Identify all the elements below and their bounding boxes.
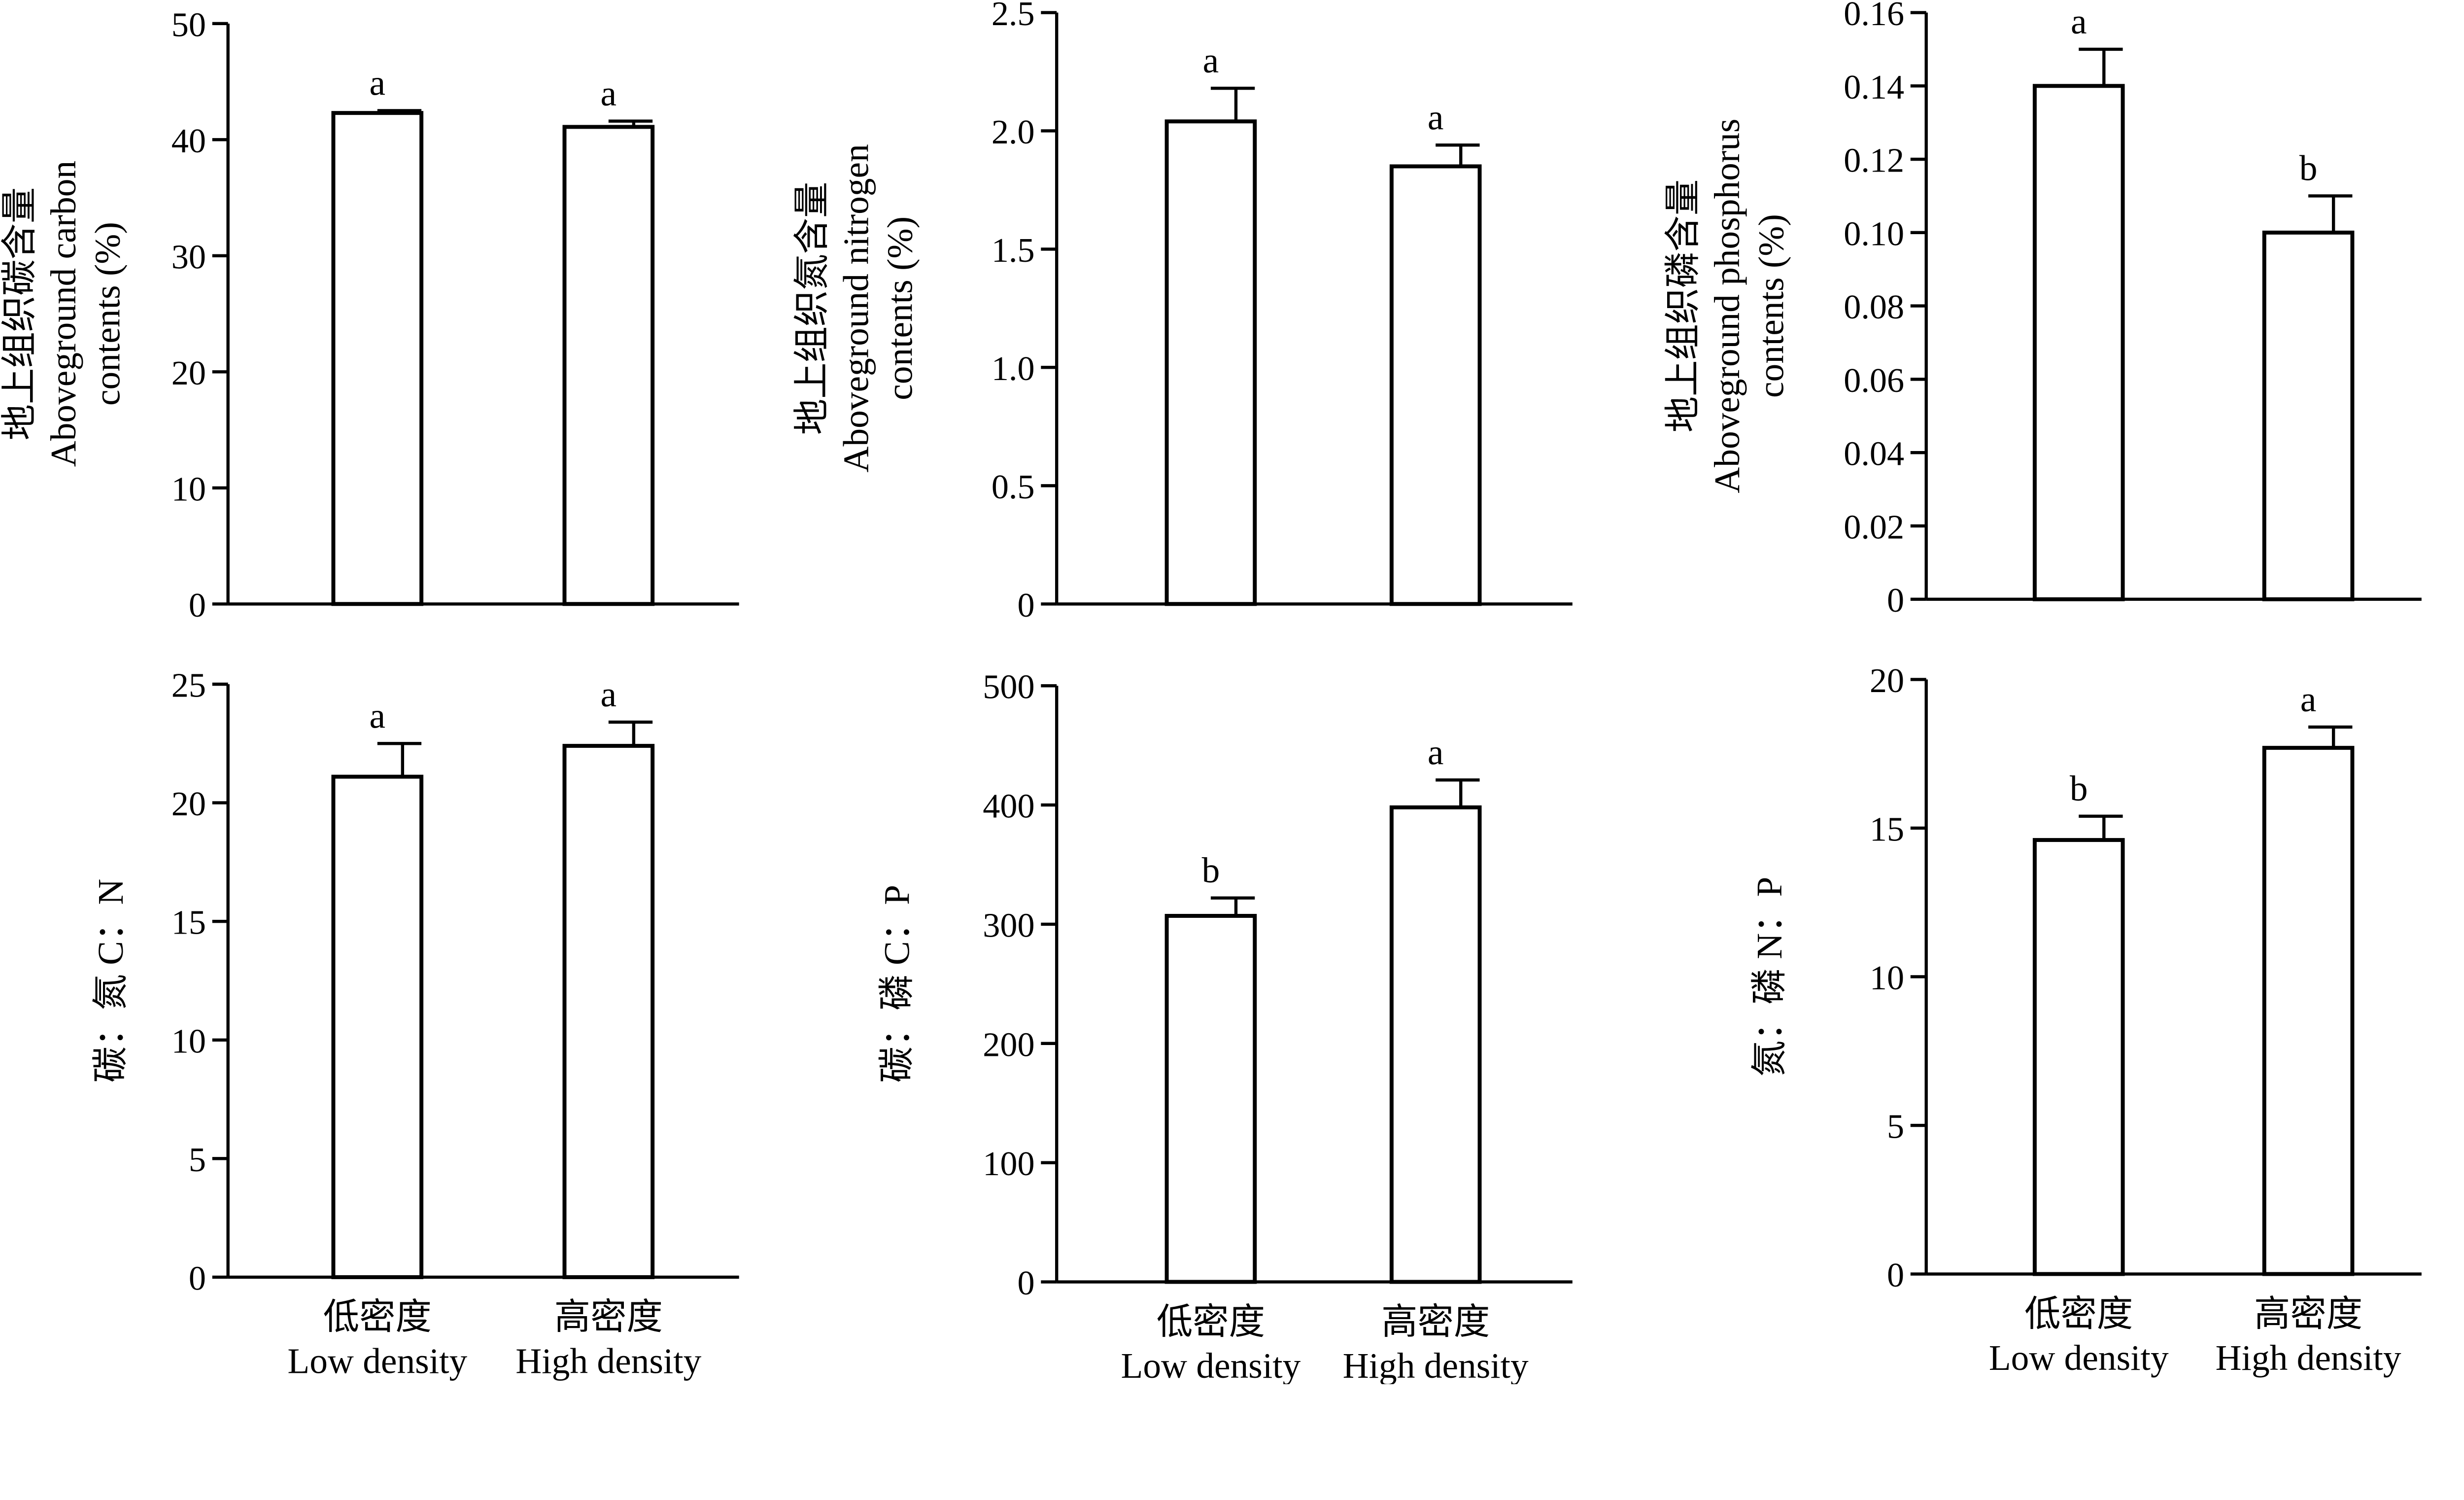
bar	[562, 125, 655, 606]
y-tick-label: 0.12	[1844, 141, 1904, 180]
y-axis-label: 地上组织氮含量	[792, 182, 832, 435]
x-tick-label-cn: 高密度	[1381, 1302, 1490, 1342]
y-axis-label: 碳：磷 C：P	[877, 885, 917, 1083]
x-tick-label-en: High density	[515, 1341, 701, 1381]
significance-letter: a	[1428, 732, 1444, 772]
y-axis-label: 地上组织碳含量	[0, 187, 39, 441]
y-tick-label: 2.0	[992, 113, 1035, 151]
y-tick-label: 0.16	[1844, 0, 1904, 33]
y-tick-label: 40	[171, 122, 206, 160]
y-axis-label: Aboveground nitrogen	[836, 144, 876, 472]
y-tick-label: 0.08	[1844, 288, 1904, 326]
y-axis-label: contents (%)	[88, 222, 128, 406]
bar	[331, 774, 424, 1279]
y-tick-label: 10	[171, 1022, 206, 1060]
significance-letter: a	[370, 696, 386, 735]
bar	[2262, 746, 2355, 1276]
bar	[2262, 230, 2355, 601]
x-tick-label-cn: 高密度	[2254, 1294, 2362, 1334]
y-tick-label: 400	[983, 787, 1034, 826]
y-tick-label: 15	[171, 904, 206, 942]
x-tick-label-cn: 低密度	[1157, 1302, 1265, 1342]
x-tick-label-en: High density	[1343, 1346, 1529, 1384]
y-tick-label: 5	[189, 1141, 206, 1179]
y-tick-label: 0.5	[992, 468, 1035, 506]
y-tick-label: 0.02	[1844, 508, 1904, 546]
x-tick-label-en: Low density	[287, 1341, 467, 1381]
x-tick-label-en: High density	[2216, 1338, 2401, 1378]
y-tick-label: 2.5	[992, 0, 1035, 33]
y-tick-label: 100	[983, 1145, 1034, 1183]
y-tick-label: 10	[171, 470, 206, 508]
y-tick-label: 20	[171, 785, 206, 823]
significance-letter: a	[370, 63, 386, 103]
y-tick-label: 200	[983, 1025, 1034, 1064]
y-axis-label: Aboveground carbon	[43, 161, 83, 467]
y-tick-label: 0.06	[1844, 361, 1904, 400]
x-tick-label-cn: 高密度	[554, 1297, 663, 1337]
y-tick-label: 25	[171, 666, 206, 705]
y-tick-label: 20	[1870, 662, 1904, 700]
y-axis-label: 氮：磷 N：P	[1749, 877, 1789, 1077]
y-tick-label: 1.5	[992, 231, 1035, 270]
significance-letter: a	[1203, 40, 1219, 80]
y-tick-label: 500	[983, 668, 1034, 706]
significance-letter: a	[2071, 1, 2087, 41]
bar	[562, 744, 655, 1279]
y-tick-label: 1.0	[992, 349, 1035, 388]
bar	[331, 111, 424, 606]
y-tick-label: 0	[189, 1259, 206, 1297]
bar	[1164, 119, 1257, 606]
significance-letter: b	[1202, 850, 1220, 890]
y-tick-label: 20	[171, 354, 206, 392]
x-tick-label-cn: 低密度	[323, 1297, 432, 1337]
y-tick-label: 15	[1870, 810, 1904, 848]
y-axis-label: contents (%)	[1751, 214, 1791, 398]
bar	[2032, 84, 2125, 601]
bar	[1389, 164, 1482, 606]
y-tick-label: 0	[1887, 581, 1904, 620]
bar	[1389, 805, 1482, 1284]
x-tick-label-cn: 低密度	[2024, 1294, 2133, 1334]
y-tick-label: 0	[189, 586, 206, 625]
y-tick-label: 0	[1017, 1264, 1034, 1302]
significance-letter: a	[1428, 97, 1444, 137]
y-axis-label: contents (%)	[880, 216, 920, 400]
y-tick-label: 300	[983, 906, 1034, 944]
y-tick-label: 0	[1887, 1256, 1904, 1294]
x-tick-label-en: Low density	[1989, 1338, 2169, 1378]
y-axis-label: 地上组织磷含量	[1663, 179, 1703, 433]
significance-letter: b	[2299, 148, 2318, 188]
y-tick-label: 10	[1870, 959, 1904, 997]
bar	[1164, 913, 1257, 1284]
significance-letter: a	[601, 674, 617, 714]
bar	[2032, 838, 2125, 1276]
y-tick-label: 0	[1017, 586, 1034, 625]
x-tick-label-en: Low density	[1121, 1346, 1301, 1384]
y-tick-label: 0.14	[1844, 68, 1904, 106]
y-tick-label: 50	[171, 5, 206, 44]
y-tick-label: 30	[171, 238, 206, 276]
significance-letter: a	[2300, 679, 2317, 719]
y-axis-label: 碳：氮 C：N	[91, 879, 131, 1083]
y-tick-label: 0.10	[1844, 214, 1904, 253]
significance-letter: a	[601, 73, 617, 113]
y-tick-label: 5	[1887, 1108, 1904, 1146]
significance-letter: b	[2070, 768, 2088, 808]
y-axis-label: Aboveground phosphorus	[1707, 119, 1747, 493]
y-tick-label: 0.04	[1844, 435, 1904, 473]
